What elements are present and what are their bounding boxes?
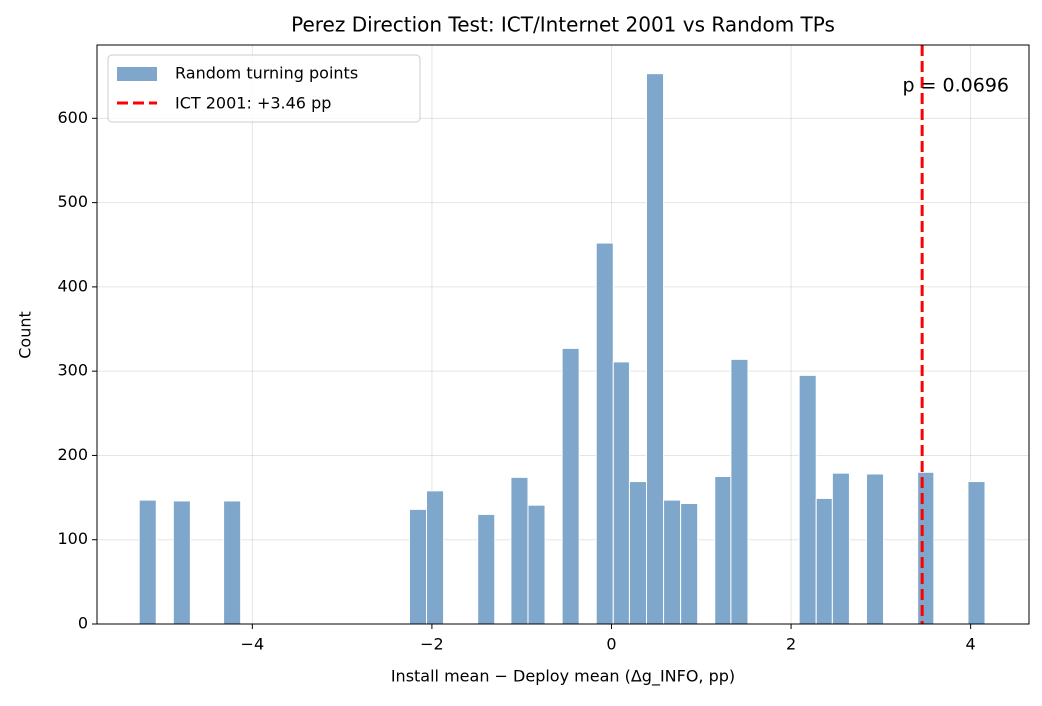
bar	[815, 497, 833, 625]
bar	[561, 347, 580, 625]
y-tick-label: 300	[57, 361, 88, 380]
bar	[612, 361, 630, 625]
bar	[223, 500, 242, 625]
bar	[730, 358, 749, 625]
bar	[680, 502, 699, 625]
bar	[595, 242, 614, 625]
y-tick-label: 100	[57, 529, 88, 548]
x-axis-label: Install mean − Deploy mean (Δg_INFO, pp)	[391, 667, 735, 687]
bar	[967, 481, 986, 625]
x-tick-label: 0	[606, 635, 616, 654]
x-tick-label: 4	[966, 635, 976, 654]
legend-box	[107, 54, 421, 123]
bar	[646, 73, 665, 625]
bar	[138, 499, 157, 625]
y-tick-label: 500	[57, 192, 88, 211]
bar	[426, 490, 445, 625]
legend-label: Random turning points	[175, 64, 358, 83]
bar	[663, 499, 682, 625]
bar	[831, 472, 850, 625]
legend-swatch	[117, 67, 157, 81]
bar	[798, 374, 817, 625]
bar	[527, 504, 546, 625]
annotation: p = 0.0696	[902, 75, 1009, 97]
legend-label: ICT 2001: +3.46 pp	[175, 94, 331, 113]
bar	[628, 481, 648, 625]
y-tick-label: 0	[78, 614, 88, 633]
bar	[172, 500, 191, 625]
plot-frame	[96, 44, 1030, 625]
chart-title: Perez Direction Test: ICT/Internet 2001 …	[291, 13, 835, 37]
x-tick-label: −2	[420, 635, 444, 654]
x-tick-label: −4	[241, 635, 265, 654]
y-tick-label: 200	[57, 445, 88, 464]
y-tick-label: 400	[57, 276, 88, 295]
bar	[510, 476, 529, 625]
bar	[714, 476, 732, 625]
y-tick-label: 600	[57, 108, 88, 127]
bar	[865, 473, 885, 625]
bar	[917, 471, 935, 625]
y-axis-label: Count	[16, 311, 35, 359]
bar	[477, 513, 496, 625]
bar	[408, 508, 428, 625]
x-tick-label: 2	[786, 635, 796, 654]
